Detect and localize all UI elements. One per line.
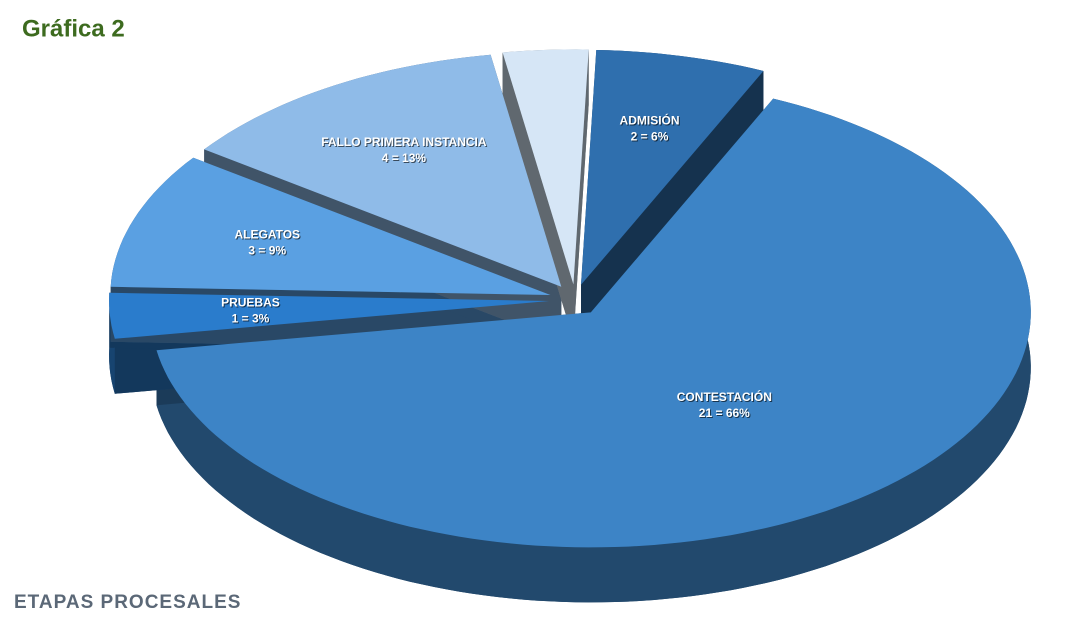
slice-value-label: 1 = 3%	[232, 311, 270, 325]
slice-value-label: 1 = 3%	[521, 0, 559, 3]
slice	[109, 292, 550, 339]
slice-label: FALLO PRIMERA INSTANCIA	[321, 135, 487, 149]
slice	[502, 49, 589, 285]
slice-label: PRUEBAS	[221, 295, 280, 309]
slice	[156, 98, 1031, 548]
slice-edge	[502, 52, 574, 340]
slice-value-label: 2 = 6%	[631, 129, 669, 143]
slice-labels: ADMISIÓN 2 = 6% CONTESTACIÓN 21 = 66% PRUEBA…	[221, 0, 772, 420]
slice-label: ADMISIÓN	[620, 112, 680, 127]
chart-caption: ETAPAS PROCESALES	[14, 592, 241, 613]
slice	[581, 50, 764, 285]
slice-label: ALEGATOS	[235, 227, 301, 241]
slice-value-label: 21 = 66%	[699, 406, 750, 420]
slice	[204, 54, 562, 287]
chart-title: Gráfica 2	[22, 15, 125, 42]
slice-edge	[573, 49, 589, 340]
slice-tops	[109, 49, 1031, 548]
slice-label: CONTESTACIÓN	[677, 389, 772, 404]
slice	[110, 157, 551, 295]
slice-value-label: 4 = 13%	[382, 151, 427, 165]
slice-value-label: 3 = 9%	[248, 243, 286, 257]
